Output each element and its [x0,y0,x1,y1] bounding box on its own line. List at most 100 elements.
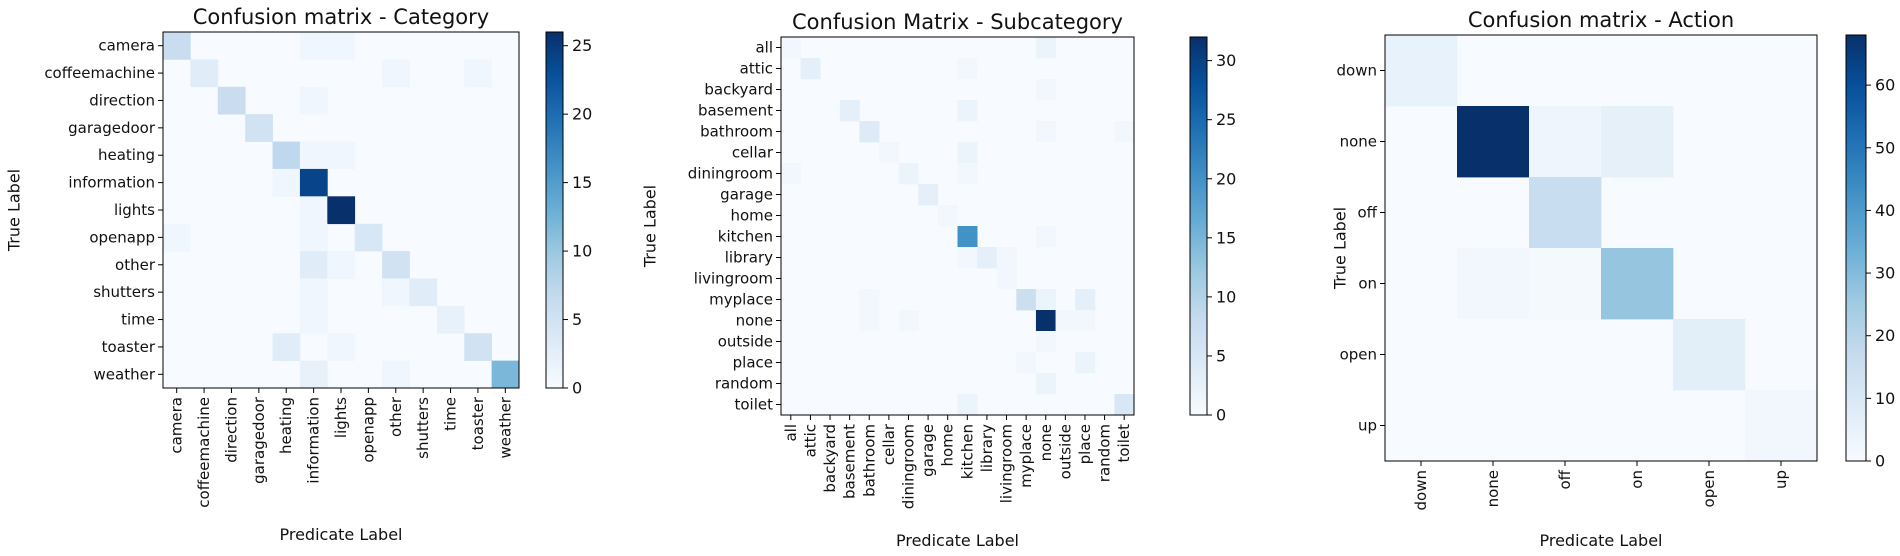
x-tick-label: heating [277,397,295,454]
y-tick-label: attic [740,60,773,78]
x-tick-label: toilet [1115,424,1133,463]
y-tick-label: basement [698,102,773,120]
x-tick-label: library [978,424,996,472]
y-tick-label: time [121,311,155,329]
matrix-cell [957,163,978,185]
matrix-frame [1384,34,1818,462]
y-axis-label: True Label [5,169,24,252]
x-tick-label: garage [919,424,937,477]
colorbar [1845,34,1867,462]
matrix-cell [163,223,191,252]
matrix-cell [327,333,356,362]
y-tick-label: off [1357,204,1377,222]
x-tick-label: other [387,396,405,437]
x-tick-label: camera [168,397,186,454]
y-tick-label: on [1358,275,1377,293]
matrix-cell [1035,121,1056,143]
matrix-cell [957,226,978,248]
matrix-cell [1055,310,1076,332]
colorbar-tick-label: 30 [1875,264,1895,283]
y-tick-label: coffeemachine [44,64,155,82]
y-tick-label: random [715,375,773,393]
matrix-cell [918,184,939,206]
y-tick-label: garage [720,186,773,204]
colorbar-tick-label: 0 [1216,406,1226,425]
x-tick-label: bathroom [860,424,878,497]
matrix-cell [1114,394,1135,416]
matrix-cell [781,163,802,185]
y-tick-label: other [115,256,156,274]
matrix-cell [217,86,246,115]
x-tick-label: direction [222,397,240,463]
matrix-cell [327,141,356,170]
matrix-frame [780,36,1135,416]
y-tick-label: information [68,174,155,192]
y-tick-label: all [755,39,773,57]
y-tick-label: livingroom [694,270,773,288]
matrix-cell [299,196,328,225]
matrix-cell [879,142,900,164]
y-tick-label: shutters [93,283,155,301]
y-axis-label: True Label [641,185,660,268]
matrix-cell [1673,319,1746,391]
matrix-panel-1: Confusion matrix - Categorycameracamerac… [5,5,593,544]
x-axis-label: Predicate Label [1539,531,1662,550]
colorbar-tick-label: 15 [1216,228,1236,247]
x-tick-label: coffeemachine [195,397,213,508]
colorbar-tick-label: 50 [1875,138,1895,157]
matrix-cell [464,333,493,362]
chart-title: Confusion matrix - Action [1468,8,1734,32]
matrix-cell [299,168,328,197]
y-tick-label: cellar [732,144,774,162]
x-tick-label: diningroom [899,424,917,509]
matrix-cell [1075,310,1096,332]
matrix-cell [299,251,328,279]
x-tick-label: weather [496,396,514,458]
colorbar-tick-label: 25 [572,36,592,55]
matrix-cell [272,333,301,362]
x-tick-label: toaster [469,396,487,450]
colorbar-tick-label: 5 [1216,346,1226,365]
matrix-cell [299,86,328,115]
matrix-cell [1016,289,1037,311]
matrix-cell [1529,106,1602,178]
y-tick-label: openapp [89,228,155,246]
matrix-cell [163,32,191,60]
x-tick-label: kitchen [958,424,976,479]
matrix-cell [996,268,1017,290]
x-tick-label: down [1412,470,1430,510]
matrix-cell [1457,106,1530,178]
x-tick-label: home [939,424,957,467]
x-tick-label: up [1772,470,1790,489]
x-axis-label: Predicate Label [279,525,402,544]
matrix-cell [272,141,301,170]
colorbar-tick-label: 20 [1875,326,1895,345]
x-tick-label: none [1484,470,1502,507]
matrix-cell [859,310,880,332]
x-tick-label: on [1628,470,1646,489]
y-tick-label: open [1340,346,1377,364]
y-tick-label: camera [98,37,155,55]
y-axis-label: True Label [1331,207,1350,290]
y-tick-label: home [730,207,773,225]
matrix-cell [957,247,978,269]
colorbar-tick-label: 10 [1875,389,1895,408]
x-tick-label: open [1700,470,1718,507]
matrix-cell [996,247,1017,269]
matrix-cell [190,59,219,88]
matrix-cell [382,251,410,279]
matrix-cell [464,59,493,88]
x-tick-label: openapp [359,397,377,463]
x-tick-label: lights [332,397,350,438]
y-tick-label: outside [718,333,773,351]
matrix-cell [898,310,919,332]
matrix-cell [299,141,328,170]
y-tick-label: place [733,354,773,372]
x-tick-label: time [442,397,460,431]
matrix-cell [1075,289,1096,311]
y-tick-label: none [1340,133,1377,151]
matrix-cell [898,163,919,185]
matrix-cell [382,278,410,307]
colorbar-tick-label: 10 [1216,287,1236,306]
